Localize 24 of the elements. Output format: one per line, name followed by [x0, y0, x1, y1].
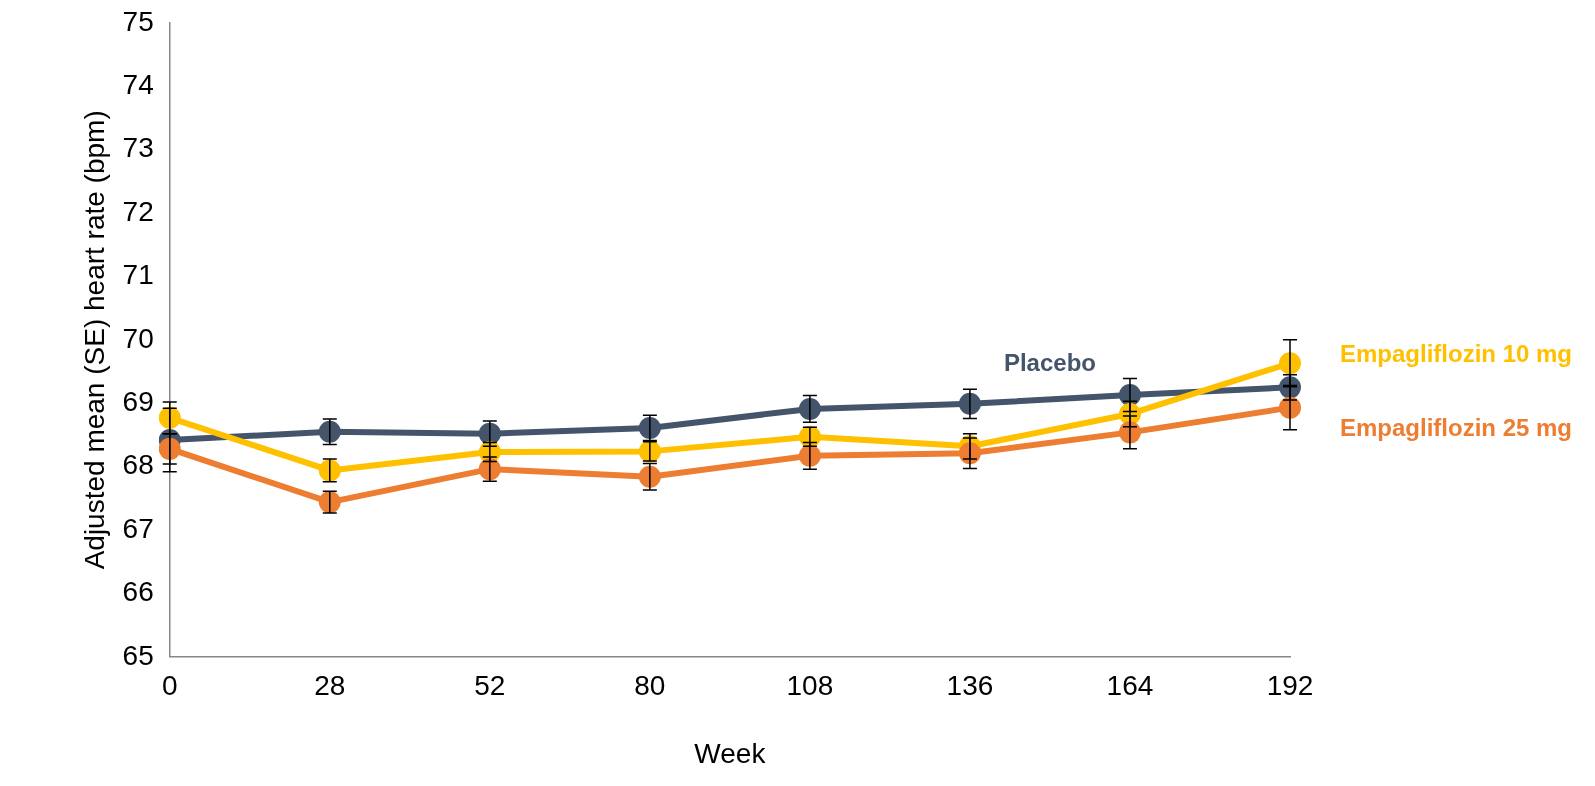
y-tick-label: 74 [122, 68, 154, 100]
y-tick-label: 70 [122, 322, 154, 354]
x-tick-label: 108 [786, 670, 834, 702]
x-tick-label: 164 [1106, 670, 1154, 702]
x-axis-title: Week [694, 737, 767, 769]
y-tick-label: 72 [122, 195, 154, 227]
x-tick-label: 192 [1266, 670, 1314, 702]
x-tick-label: 52 [474, 670, 506, 702]
y-axis-title: Adjusted mean (SE) heart rate (bpm) [78, 110, 110, 570]
y-tick-label: 65 [122, 639, 154, 671]
y-tick-label: 67 [122, 512, 154, 544]
series-label: Placebo [1003, 349, 1096, 377]
series-label: Empagliflozin 25 mg [1340, 414, 1573, 442]
y-tick-label: 73 [122, 132, 154, 164]
x-tick-label: 80 [634, 670, 666, 702]
series-label: Empagliflozin 10 mg [1340, 339, 1573, 367]
y-tick-label: 68 [122, 449, 154, 481]
y-tick-label: 66 [122, 576, 154, 608]
y-tick-label: 75 [122, 5, 154, 37]
x-tick-label: 28 [314, 670, 346, 702]
x-tick-label: 0 [161, 670, 178, 702]
y-tick-label: 71 [122, 259, 154, 291]
y-tick-label: 69 [122, 385, 154, 417]
x-tick-label: 136 [946, 670, 994, 702]
